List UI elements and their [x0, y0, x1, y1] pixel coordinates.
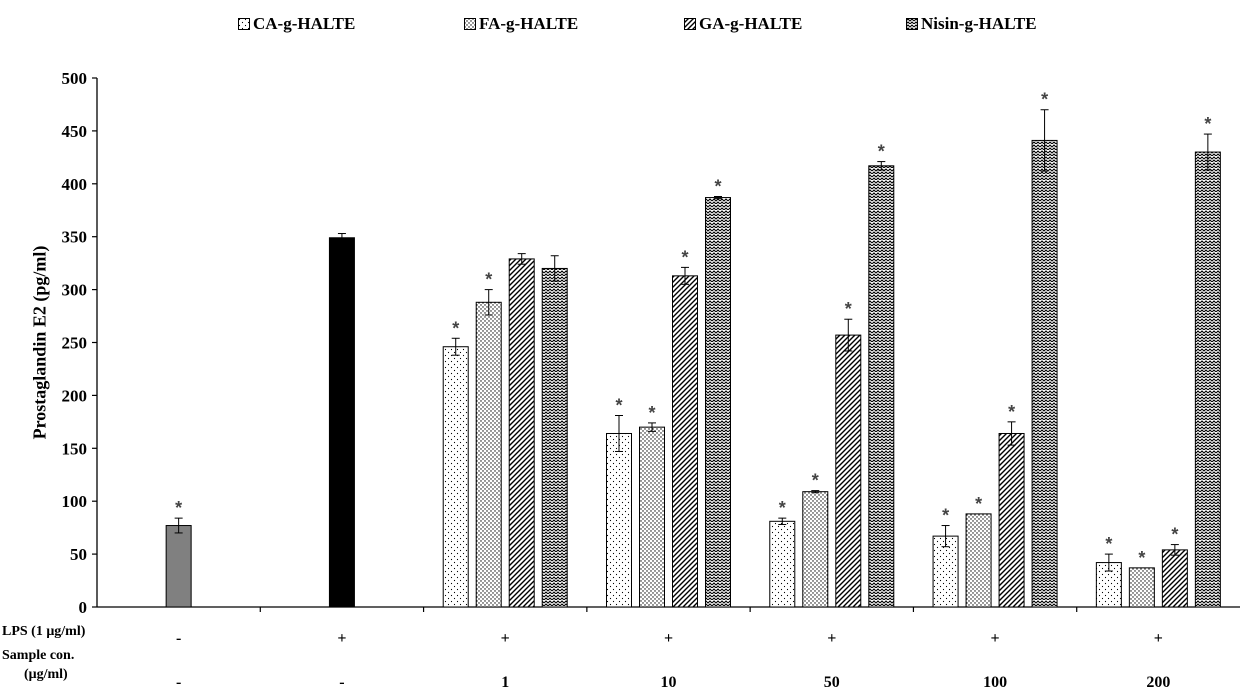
legend-item: FA-g-HALTE	[464, 14, 578, 34]
lps-value: +	[827, 630, 837, 647]
significance-star: *	[975, 494, 982, 514]
concentration-value: 1	[501, 674, 510, 691]
bar	[1095, 562, 1122, 608]
lps-value: +	[1153, 630, 1163, 647]
legend-label: CA-g-HALTE	[253, 14, 356, 33]
lps-value: -	[175, 630, 182, 647]
y-tick-label: 0	[79, 598, 88, 617]
lps-value: +	[337, 630, 347, 647]
y-tick-label: 150	[62, 439, 88, 458]
significance-star: *	[1204, 114, 1211, 134]
y-tick-label: 450	[62, 122, 88, 141]
bar	[1194, 151, 1221, 608]
significance-star: *	[812, 471, 819, 491]
significance-star: *	[485, 270, 492, 290]
legend-swatch	[464, 18, 476, 30]
bar	[442, 346, 469, 608]
lps-value: +	[990, 630, 1000, 647]
y-tick-label: 250	[62, 334, 88, 353]
sample-unit-label: (μg/ml)	[24, 667, 68, 682]
legend-label: GA-g-HALTE	[699, 14, 803, 33]
significance-star: *	[878, 142, 885, 162]
bar	[165, 525, 192, 608]
lps-row-label: LPS (1 μg/ml)	[2, 624, 86, 639]
concentration-value: 100	[983, 674, 1008, 691]
significance-star: *	[1041, 90, 1048, 110]
significance-star: *	[1171, 525, 1178, 545]
y-tick-label: 500	[62, 69, 88, 88]
lps-value: +	[663, 630, 674, 647]
bar	[1031, 139, 1058, 608]
bar	[541, 267, 568, 608]
legend-swatch	[906, 18, 918, 30]
bar	[1161, 549, 1188, 608]
significance-star: *	[1008, 402, 1015, 422]
axes: 0 50 100 150 200 250 300 350 400 450 500	[62, 69, 1240, 617]
bar	[328, 237, 355, 608]
bar	[835, 334, 862, 608]
y-tick-label: 200	[62, 386, 88, 405]
concentration-value: 200	[1146, 674, 1171, 691]
significance-star: *	[779, 498, 786, 518]
bars: * * * * * * * * * * * * * * * * * * *	[165, 90, 1221, 608]
legend-item: Nisin-g-HALTE	[906, 14, 1037, 34]
bar	[508, 258, 535, 608]
legend-swatch	[238, 18, 250, 30]
y-tick-label: 300	[62, 281, 88, 300]
significance-star: *	[452, 318, 459, 338]
bar	[705, 197, 731, 608]
bar	[868, 165, 895, 608]
significance-star: *	[942, 506, 949, 526]
legend-label: FA-g-HALTE	[479, 14, 579, 33]
bar	[965, 513, 992, 608]
bar	[1128, 567, 1155, 608]
bar	[475, 301, 502, 608]
bar	[998, 432, 1025, 608]
legend-item: CA-g-HALTE	[238, 14, 355, 34]
significance-star: *	[1105, 534, 1112, 554]
legend-item: GA-g-HALTE	[684, 14, 802, 34]
bar	[802, 491, 829, 608]
significance-star: *	[714, 176, 721, 196]
sample-row-label: Sample con.	[2, 648, 75, 663]
bar	[639, 426, 665, 608]
legend-label: Nisin-g-HALTE	[921, 14, 1037, 33]
concentration-value: 50	[823, 674, 840, 691]
significance-star: *	[1138, 548, 1145, 568]
y-tick-label: 350	[62, 228, 88, 247]
concentration-value: -	[339, 674, 345, 691]
significance-star: *	[648, 403, 655, 423]
bar	[672, 275, 698, 608]
y-axis-label: Prostaglandin E2 (pg/ml)	[29, 245, 50, 440]
y-tick-label: 100	[62, 492, 88, 511]
bar	[606, 432, 632, 608]
significance-star: *	[615, 396, 622, 416]
bar	[769, 520, 796, 608]
bar	[932, 535, 959, 608]
y-tick-label: 400	[62, 175, 88, 194]
legend: CA-g-HALTE FA-g-HALTE GA-g-HALTE Nisin-g-HA…	[0, 14, 1245, 40]
significance-star: *	[681, 247, 688, 267]
significance-star: *	[175, 498, 182, 518]
lps-value: +	[500, 630, 510, 647]
concentration-value: -	[175, 674, 182, 691]
y-tick-label: 50	[70, 545, 87, 564]
legend-swatch	[684, 18, 696, 30]
concentration-value: 10	[660, 674, 677, 691]
significance-star: *	[845, 299, 852, 319]
